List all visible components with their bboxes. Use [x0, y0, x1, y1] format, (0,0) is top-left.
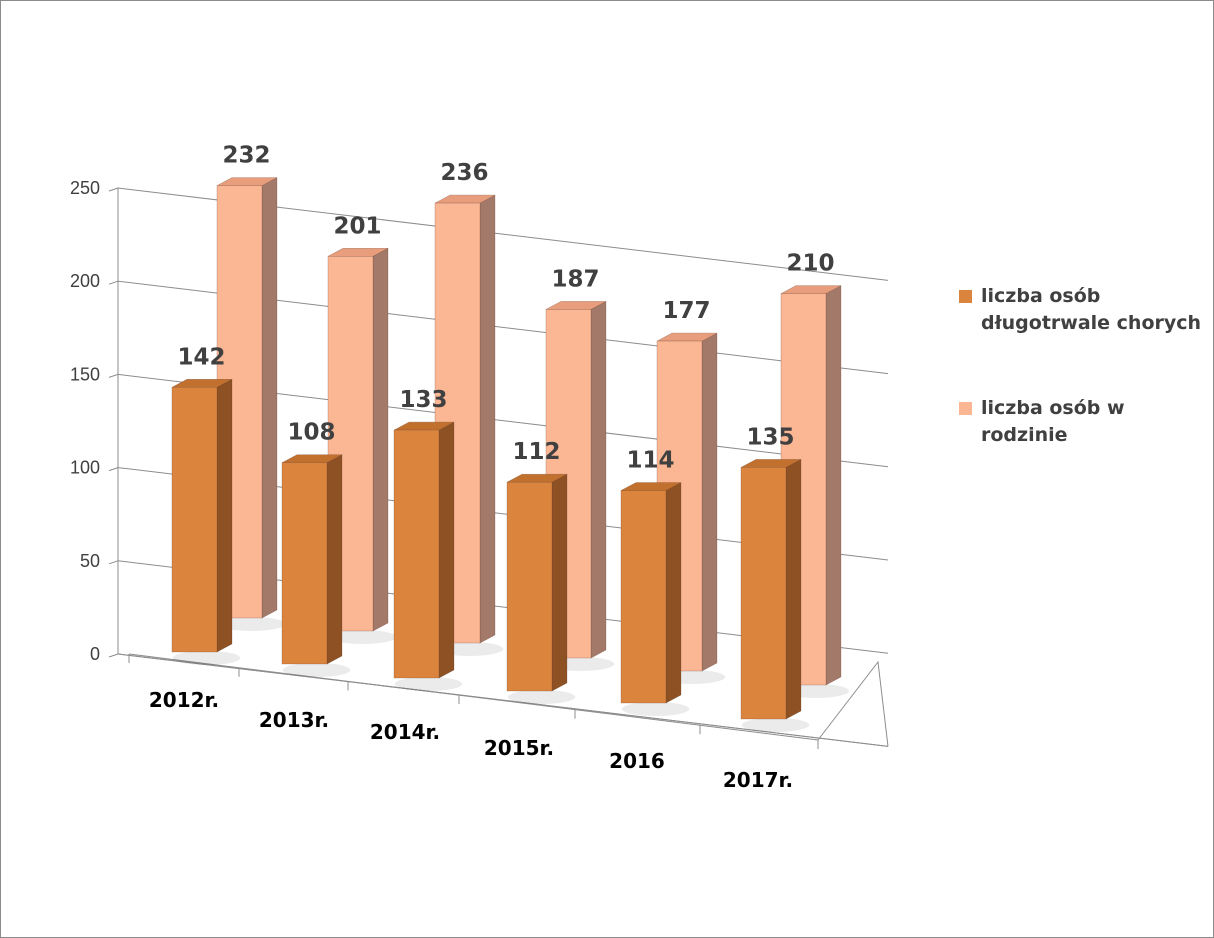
y-tick-label: 0: [90, 644, 100, 664]
bar-shadow: [741, 718, 810, 732]
bar-top: [506, 473, 568, 483]
legend-label-family-members: liczba osób w rodzinie: [981, 397, 1125, 446]
bar-shadow: [328, 630, 397, 644]
bar-shadow: [507, 690, 576, 704]
bar-chronic-3: [506, 473, 576, 704]
bar-chronic-4: [620, 482, 690, 716]
bar-front: [620, 490, 667, 704]
x-category-label: 2017r.: [723, 768, 793, 792]
data-label-chronic-2: 133: [399, 387, 447, 413]
y-tick-label: 150: [70, 364, 100, 384]
data-label-chronic-5: 135: [746, 424, 794, 450]
legend-item-chronically-ill: liczba osób długotrwale chorych: [959, 283, 1209, 337]
bar-top: [171, 378, 233, 388]
bar-chronic-5: [740, 458, 810, 732]
bar-side: [590, 300, 607, 659]
bar-front: [393, 429, 440, 679]
data-label-family-2: 236: [440, 160, 488, 186]
y-tick-mark: [108, 560, 119, 565]
bar-side: [551, 473, 568, 692]
legend-item-family-members: liczba osób w rodzinie: [959, 395, 1209, 449]
bar-top: [545, 301, 607, 310]
bar-shadow: [621, 702, 690, 716]
data-label-chronic-4: 114: [626, 448, 674, 474]
y-tick-mark: [108, 187, 119, 192]
x-category-label: 2012r.: [149, 688, 219, 712]
y-tick-label: 200: [70, 271, 100, 291]
chart-labels: 0 50 100 150 200 250 232 201 236 187 177 210 142 108 1…: [70, 143, 835, 792]
bar-front: [281, 462, 328, 665]
data-label-chronic-3: 112: [512, 439, 560, 465]
bar-front: [740, 467, 787, 720]
data-label-family-0: 232: [222, 143, 270, 169]
bar-side: [326, 454, 343, 665]
y-tick-mark: [108, 653, 119, 658]
data-label-chronic-0: 142: [177, 344, 225, 370]
floor-right-edge: [817, 660, 889, 747]
bar-side: [372, 247, 389, 632]
bar-side: [701, 332, 718, 672]
data-label-family-5: 210: [786, 251, 834, 277]
x-category-label: 2014r.: [370, 720, 440, 744]
bar-side: [825, 285, 842, 686]
bar-shadow: [217, 617, 286, 631]
bar-front: [506, 481, 553, 692]
y-tick-label: 100: [70, 458, 100, 478]
bar-shadow: [282, 663, 351, 677]
data-label-family-1: 201: [333, 213, 381, 239]
bar-shadow: [394, 677, 463, 691]
bar-chronic-2: [393, 421, 463, 691]
x-category-label: 2016: [609, 749, 665, 773]
x-category-label: 2015r.: [484, 736, 554, 760]
chart-legend: liczba osób długotrwale chorych liczba o…: [959, 283, 1209, 449]
data-label-chronic-1: 108: [287, 420, 335, 446]
bar-chronic-0: [171, 378, 241, 665]
legend-swatch-family-members: [959, 402, 972, 415]
x-axis-line: [128, 653, 819, 741]
bar-top: [620, 482, 682, 491]
bar-side: [261, 177, 278, 619]
data-label-family-3: 187: [551, 266, 599, 292]
y-tick-mark: [108, 280, 119, 285]
data-label-family-4: 177: [662, 298, 710, 324]
bar-side: [785, 458, 802, 720]
y-tick-label: 250: [70, 178, 100, 198]
bar-side: [438, 421, 455, 679]
bar-side: [216, 378, 233, 653]
y-tick-mark: [108, 373, 119, 378]
x-category-label: 2013r.: [259, 708, 329, 732]
bar-top: [327, 248, 389, 257]
legend-swatch-chronically-ill: [959, 290, 972, 303]
bar-side: [665, 482, 682, 704]
bar-chronic-1: [281, 454, 351, 677]
y-tick-mark: [108, 467, 119, 472]
y-tick-label: 50: [80, 551, 100, 571]
bar-side: [479, 194, 496, 644]
chart-bars: [171, 177, 850, 732]
legend-label-chronically-ill: liczba osób długotrwale chorych: [981, 285, 1202, 334]
bar-front: [171, 387, 218, 653]
bar-shadow: [172, 651, 241, 665]
